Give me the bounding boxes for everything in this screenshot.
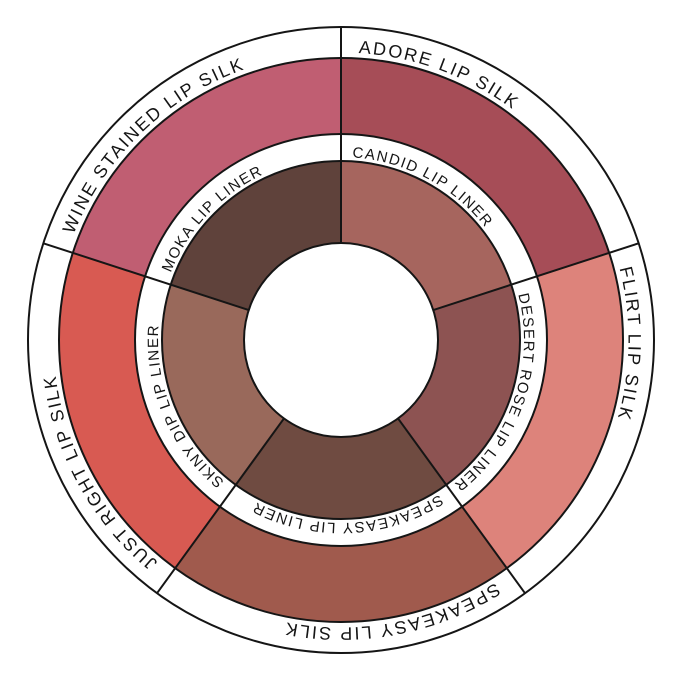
inner-segment-desert-rose-lip-liner — [398, 284, 520, 485]
inner-segment-skiny-dip-lip-liner — [161, 284, 284, 485]
outer-segment-wine-stained-lip-silk — [72, 58, 341, 277]
segment-divider-line — [432, 242, 639, 311]
outer-segment-adore-lip-silk — [341, 58, 610, 277]
inner-segment-candid-lip-liner — [341, 161, 512, 311]
segment-divider-line — [156, 417, 285, 594]
outer-segment-just-right-lip-silk — [58, 252, 220, 569]
segment-divider-line — [397, 417, 526, 594]
outer-segment-speakeasy-lip-silk — [175, 506, 507, 623]
outer-segment-flirt-lip-silk — [462, 252, 623, 569]
inner-segment-speakeasy-lip-liner — [235, 418, 447, 520]
segment-divider-line — [43, 242, 250, 311]
inner-segment-moka-lip-liner — [170, 161, 341, 311]
center-hole — [244, 243, 438, 437]
